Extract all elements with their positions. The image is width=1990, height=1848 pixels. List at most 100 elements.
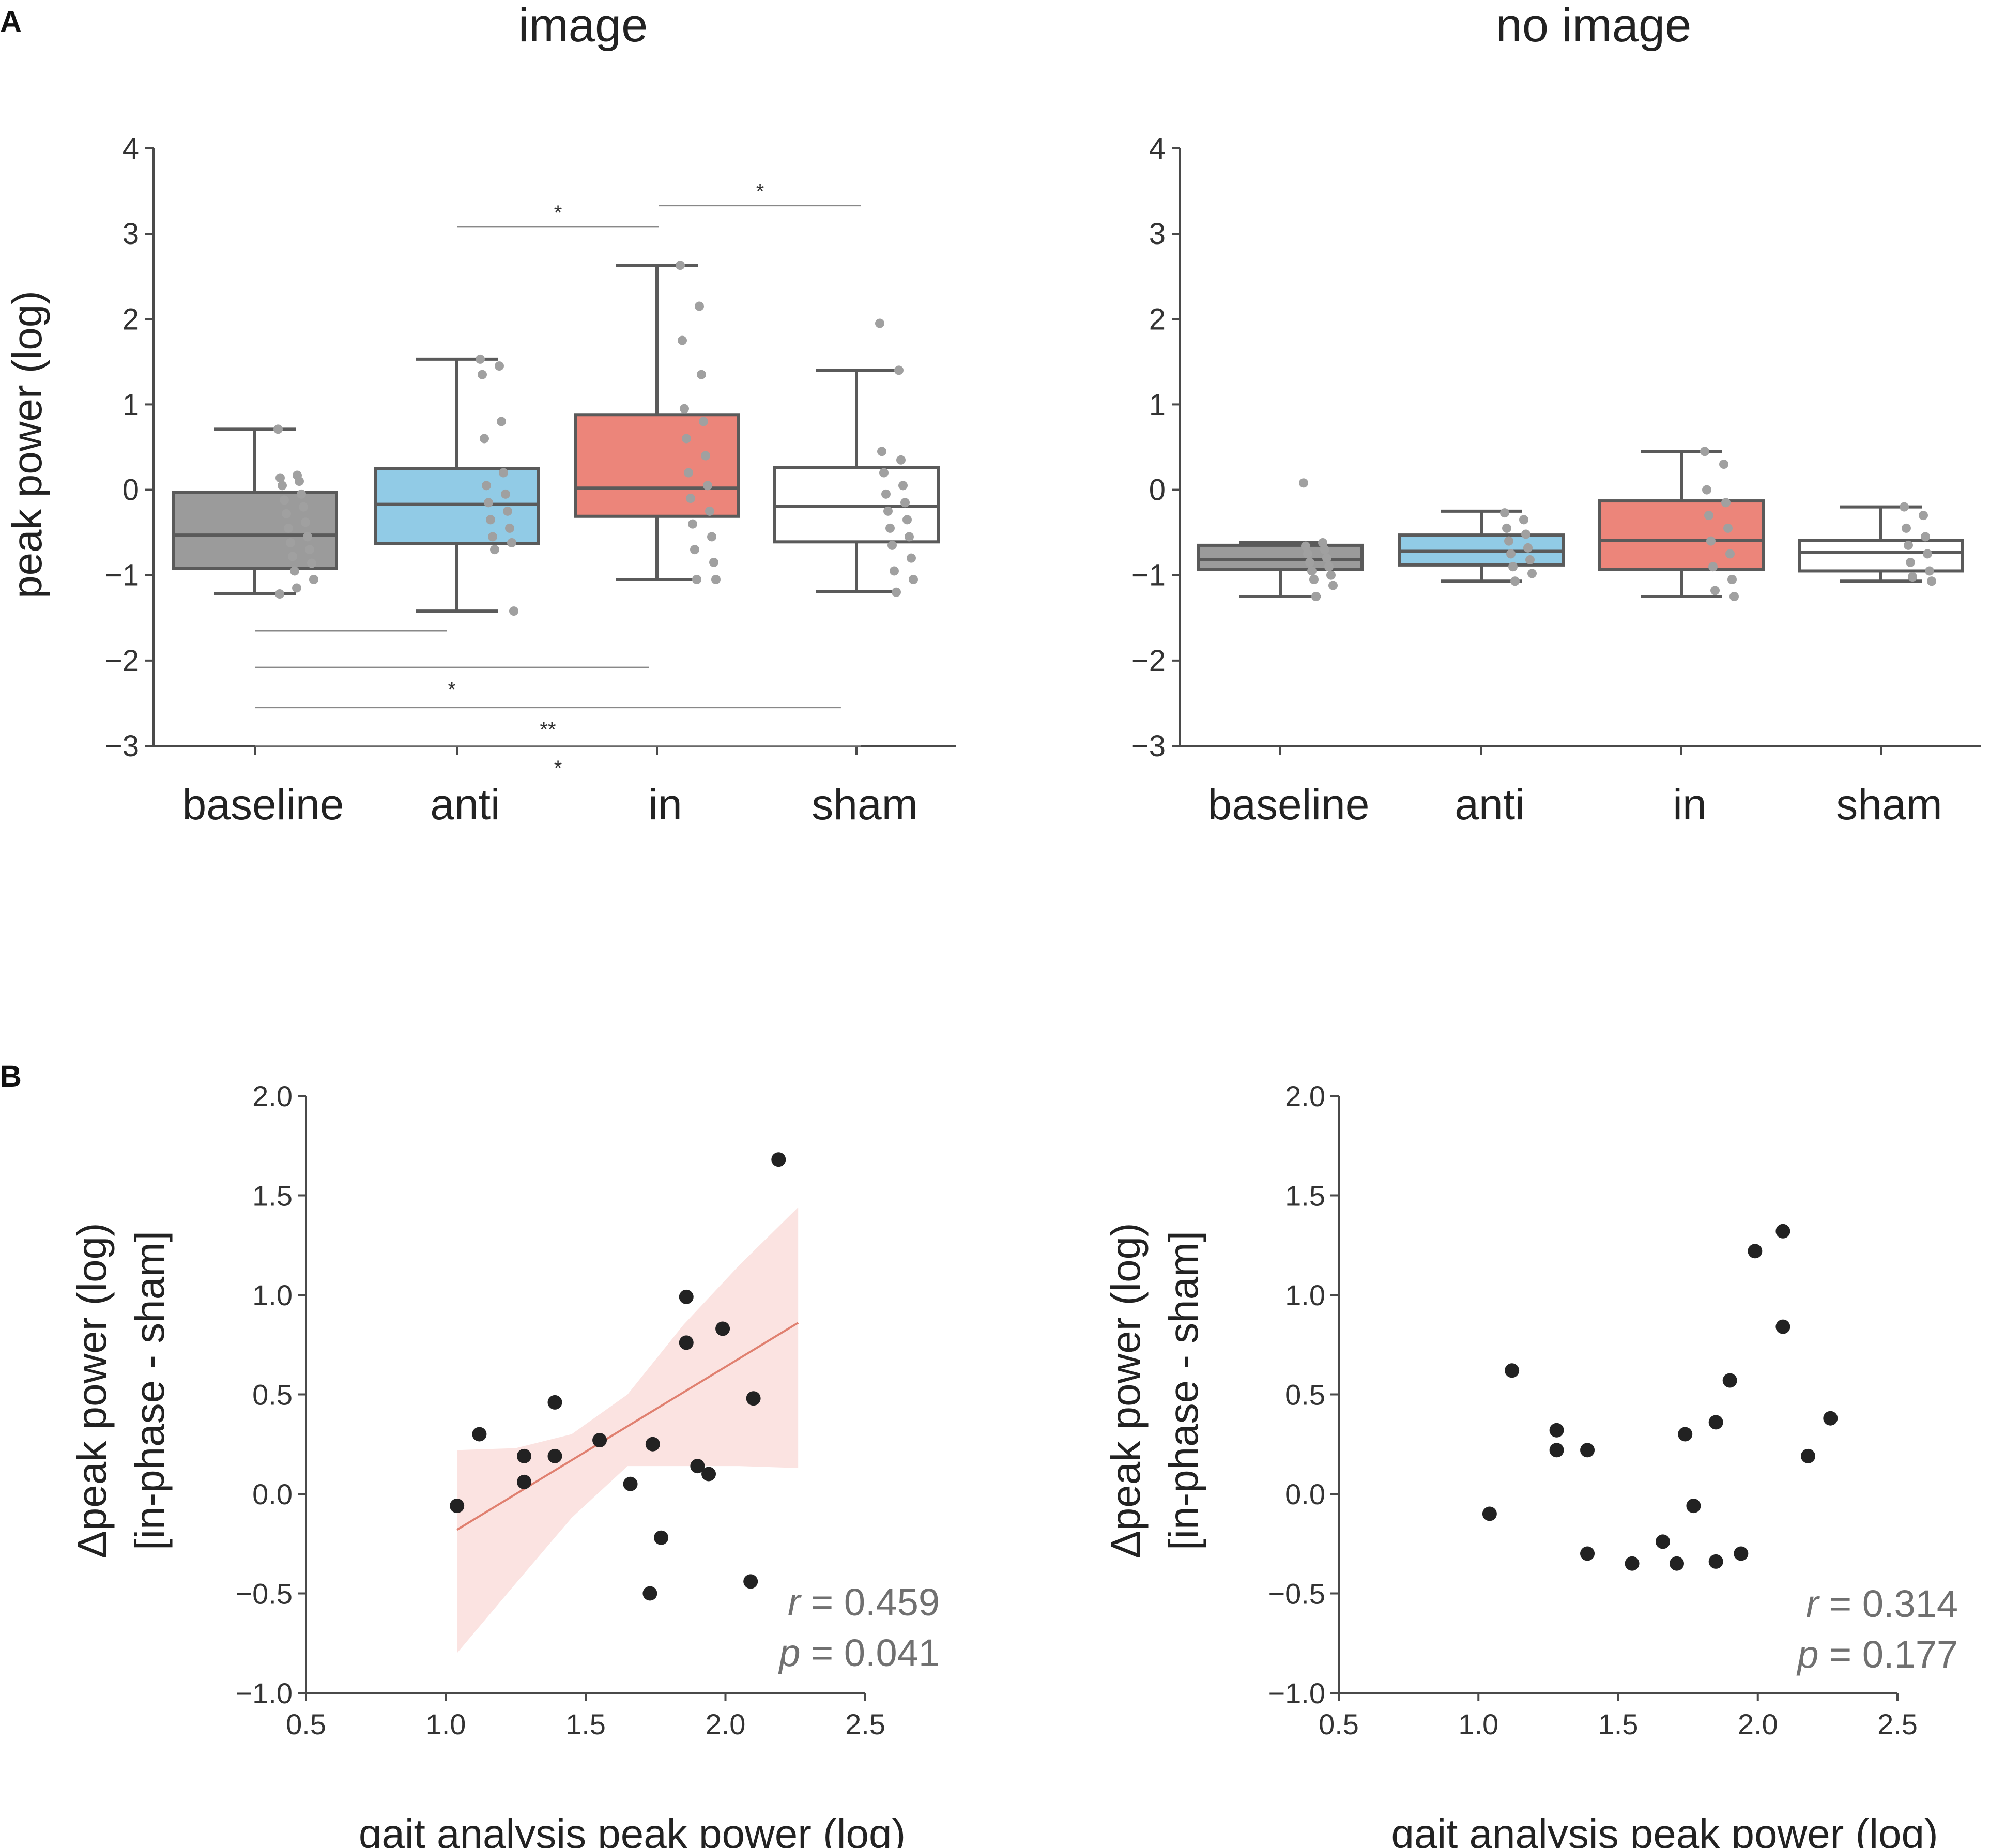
data-point	[715, 1321, 730, 1336]
data-point	[1725, 549, 1735, 559]
data-point	[1923, 549, 1932, 559]
y-tick-label: 1.5	[252, 1180, 293, 1212]
y-tick-label: 0	[123, 474, 139, 507]
x-tick-label-in: in	[1673, 780, 1706, 829]
data-point	[1927, 576, 1936, 586]
y-tick-label: −1	[105, 559, 139, 592]
panel-label-a: A	[0, 5, 22, 39]
data-point	[875, 318, 884, 328]
data-point	[695, 301, 704, 311]
data-point	[592, 1433, 607, 1448]
data-point	[1710, 586, 1720, 595]
data-point	[1510, 576, 1520, 586]
box-anti	[374, 467, 540, 545]
chart-title: no image	[1496, 0, 1691, 52]
p-symbol: p	[1796, 1633, 1818, 1676]
data-point	[709, 557, 718, 567]
y-tick-label: −1	[1131, 559, 1166, 592]
y-tick-label: 4	[123, 132, 139, 165]
data-point	[1700, 447, 1709, 456]
significance-marker: *	[448, 678, 456, 701]
data-point	[516, 1448, 531, 1463]
y-tick-label: 0.5	[1285, 1379, 1325, 1411]
data-point	[907, 553, 916, 563]
x-tick-label-baseline: baseline	[1208, 780, 1370, 829]
x-axis-label: gait analysis peak power (log)	[359, 1811, 906, 1848]
data-point	[703, 481, 712, 491]
y-axis-label: peak power (log)	[4, 291, 50, 599]
data-point	[547, 1395, 562, 1410]
data-point	[711, 574, 721, 584]
data-point	[1748, 1244, 1763, 1259]
data-point	[707, 532, 716, 542]
data-point	[297, 489, 306, 499]
p-symbol: p	[778, 1631, 800, 1674]
significance-marker: *	[554, 202, 562, 224]
data-point	[680, 404, 689, 414]
x-tick-label: 2.0	[706, 1708, 746, 1740]
data-point	[284, 523, 293, 533]
data-point	[288, 552, 297, 561]
data-point	[894, 365, 904, 375]
data-point	[273, 424, 283, 434]
data-point	[1502, 523, 1511, 533]
data-point	[1307, 566, 1317, 576]
chart-b-no-image: 2.01.51.00.50.0−0.5−1.00.5 1.0 1.5 2.0 2.5ga…	[1103, 1080, 1958, 1848]
data-point	[450, 1499, 465, 1514]
data-point	[507, 538, 516, 547]
data-point	[495, 361, 504, 371]
data-point	[1678, 1427, 1693, 1442]
x-tick-label-sham: sham	[1836, 780, 1942, 829]
y-tick-label: 3	[123, 217, 139, 251]
data-point	[1722, 1373, 1737, 1388]
y-tick-label: −0.5	[1268, 1578, 1325, 1610]
data-point	[746, 1391, 761, 1406]
y-tick-label: −1.0	[235, 1677, 293, 1709]
box-baseline	[1197, 543, 1364, 571]
data-point	[701, 1467, 716, 1482]
data-point	[501, 489, 510, 499]
data-point	[678, 335, 687, 345]
x-tick-label: 1.5	[1598, 1708, 1639, 1740]
y-tick-label: 1	[123, 388, 139, 421]
data-point	[1549, 1443, 1564, 1458]
x-tick-label-anti: anti	[430, 780, 500, 829]
data-point	[503, 506, 512, 516]
data-point	[1734, 1546, 1749, 1561]
data-point	[892, 587, 901, 597]
data-point	[909, 574, 918, 584]
data-point	[1311, 592, 1321, 601]
data-point	[887, 540, 897, 550]
y-axis-label-line: [in-phase - sham]	[1160, 1231, 1206, 1550]
data-point	[1324, 562, 1334, 572]
data-point	[497, 417, 506, 426]
y-tick-label: 4	[1149, 132, 1166, 165]
box-in	[1598, 499, 1765, 571]
data-point	[305, 545, 314, 555]
data-point	[1527, 569, 1537, 578]
correlation-r: r = 0.314	[1806, 1582, 1958, 1625]
data-point	[1299, 478, 1308, 488]
data-point	[1708, 562, 1718, 572]
y-axis-label-line: Δpeak power (log)	[69, 1223, 115, 1558]
r-symbol: r	[1806, 1582, 1820, 1625]
data-point	[701, 451, 710, 461]
y-tick-label: −2	[105, 644, 139, 678]
significance-marker: *	[554, 757, 562, 780]
r-value: = 0.314	[1818, 1582, 1958, 1625]
y-tick-label: 2	[123, 302, 139, 336]
x-tick-label-sham: sham	[812, 780, 917, 829]
data-point	[1719, 460, 1728, 469]
data-point	[885, 523, 895, 533]
data-point	[292, 583, 301, 593]
data-point	[1900, 502, 1909, 512]
data-point	[1708, 1415, 1723, 1430]
y-tick-label: 2.0	[252, 1080, 293, 1112]
data-point	[1670, 1556, 1685, 1571]
x-tick-label: 2.0	[1738, 1708, 1778, 1740]
r-value: = 0.459	[800, 1581, 940, 1624]
data-point	[881, 489, 891, 499]
box-in	[574, 413, 740, 518]
data-point	[692, 574, 701, 584]
data-point	[679, 1335, 694, 1350]
